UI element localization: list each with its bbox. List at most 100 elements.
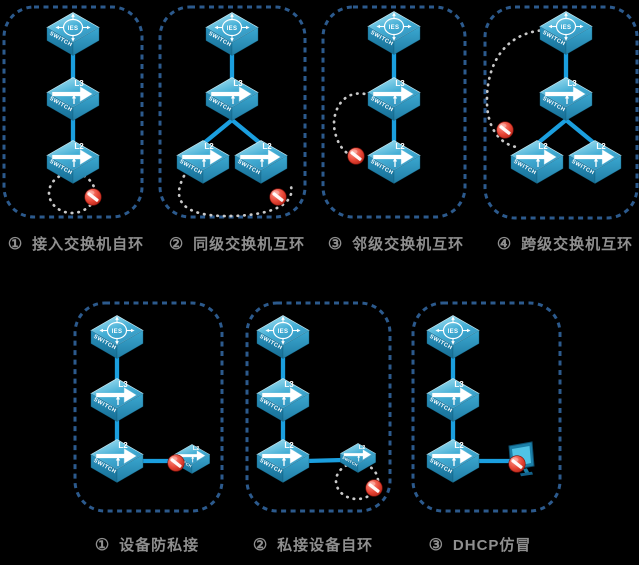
switch-right-face: [282, 330, 310, 359]
switch-right-face: [72, 27, 100, 56]
link-line: [305, 457, 344, 464]
up-arrow-icon: [281, 395, 287, 405]
switch-right-face: [565, 26, 593, 55]
switch-right-face: [231, 92, 259, 121]
switch-right-face: [393, 155, 421, 184]
switch-type-label: L2: [596, 142, 606, 151]
caption-number: ③: [327, 236, 344, 253]
up-arrow-icon: [230, 94, 236, 104]
prohibited-gloss: [498, 123, 507, 129]
switch-right-face: [452, 454, 480, 483]
up-arrow-icon: [115, 395, 121, 405]
panel-border: [158, 5, 307, 219]
right-arrow-icon: [261, 447, 303, 465]
right-arrow-icon: [431, 447, 473, 465]
link-line: [536, 118, 568, 145]
prohibited-slash: [87, 192, 99, 202]
switch-right-face: [452, 393, 480, 422]
switch-type-label: L2: [262, 142, 272, 151]
switch-right-face: [565, 92, 593, 121]
switch-type-label: L3: [454, 380, 464, 389]
up-arrow-icon: [451, 456, 457, 466]
prohibited-slash: [511, 459, 523, 469]
prohibited-icon: [167, 454, 185, 472]
right-arrow-icon: [51, 148, 93, 166]
right-arrow-icon: [372, 148, 414, 166]
switch-right-face: [357, 453, 376, 473]
prohibited-gloss: [271, 190, 280, 196]
caption-text: DHCP仿冒: [452, 537, 532, 554]
prohibited-icon: [496, 121, 514, 139]
switch-right-face: [282, 454, 310, 483]
up-arrow-icon: [281, 456, 287, 466]
prohibited-slash: [170, 458, 182, 468]
switch-type-label: IES: [561, 25, 572, 31]
loop-dashed-arc: [485, 28, 548, 149]
caption-text: 私接设备自环: [277, 537, 374, 554]
switch-right-face: [231, 27, 259, 56]
right-arrow-icon: [372, 85, 414, 103]
caption-text: 设备防私接: [119, 537, 200, 554]
right-arrow-icon: [431, 386, 473, 404]
switch-type-label: L2: [74, 142, 84, 151]
right-arrow-icon: [210, 85, 252, 103]
switch-type-label: L3: [395, 79, 405, 88]
up-arrow-icon: [593, 157, 599, 167]
switch-right-face: [536, 155, 564, 184]
loop-dashed-arc: [177, 174, 293, 218]
switch-type-label: IES: [278, 329, 289, 335]
caption-text: 同级交换机互环: [193, 236, 306, 253]
switch-right-face: [282, 393, 310, 422]
prohibited-slash: [368, 483, 380, 493]
caption-number: ④: [496, 236, 513, 253]
switch-right-face: [202, 155, 230, 184]
link-line: [564, 118, 596, 145]
switch-type-label: IES: [389, 25, 400, 31]
panel-border: [2, 5, 144, 219]
switch-type-label: L2: [284, 441, 294, 450]
up-arrow-icon: [191, 455, 195, 463]
switch-right-face: [452, 330, 480, 359]
panel-caption: ① 设备防私接: [95, 534, 199, 555]
prohibited-gloss: [510, 457, 519, 463]
ies-cross-arrows-icon: [214, 13, 250, 42]
right-arrow-icon: [95, 447, 137, 465]
ies-cross-arrows-icon: [548, 12, 584, 41]
prohibited-icon: [347, 147, 365, 165]
up-arrow-icon: [71, 157, 77, 167]
caption-text: 邻级交换机互环: [352, 236, 465, 253]
switch-right-face: [260, 155, 288, 184]
caption-text: 跨级交换机互环: [521, 236, 634, 253]
prohibited-gloss: [349, 149, 358, 155]
switch-type-label: L2: [538, 142, 548, 151]
panel-caption: ① 接入交换机自环: [8, 233, 144, 254]
prohibited-slash: [272, 192, 284, 202]
switch-type-label: L2: [118, 441, 128, 450]
prohibited-gloss: [169, 456, 178, 462]
prohibited-gloss: [86, 190, 95, 196]
right-arrow-icon: [343, 449, 372, 461]
switch-right-face: [116, 393, 144, 422]
up-arrow-icon: [451, 395, 457, 405]
switch-right-face: [594, 155, 622, 184]
prohibited-icon: [84, 188, 102, 206]
panel-caption: ③ DHCP仿冒: [429, 534, 532, 555]
switch-right-face: [116, 454, 144, 483]
switch-right-face: [393, 26, 421, 55]
ies-cross-arrows-icon: [265, 316, 301, 345]
panel-caption: ④ 跨级交换机互环: [497, 233, 633, 254]
